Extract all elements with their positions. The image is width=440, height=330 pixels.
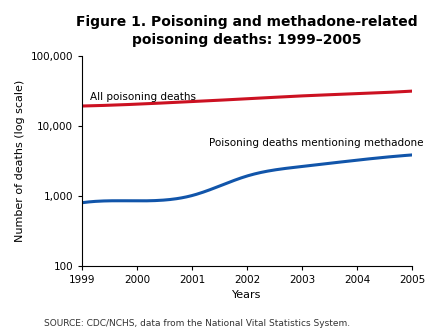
Title: Figure 1. Poisoning and methadone-related
poisoning deaths: 1999–2005: Figure 1. Poisoning and methadone-relate… [76,15,418,48]
Y-axis label: Number of deaths (log scale): Number of deaths (log scale) [15,80,25,242]
Text: All poisoning deaths: All poisoning deaths [90,92,196,102]
X-axis label: Years: Years [232,290,262,300]
Text: SOURCE: CDC/NCHS, data from the National Vital Statistics System.: SOURCE: CDC/NCHS, data from the National… [44,319,350,328]
Text: Poisoning deaths mentioning methadone: Poisoning deaths mentioning methadone [209,138,423,148]
